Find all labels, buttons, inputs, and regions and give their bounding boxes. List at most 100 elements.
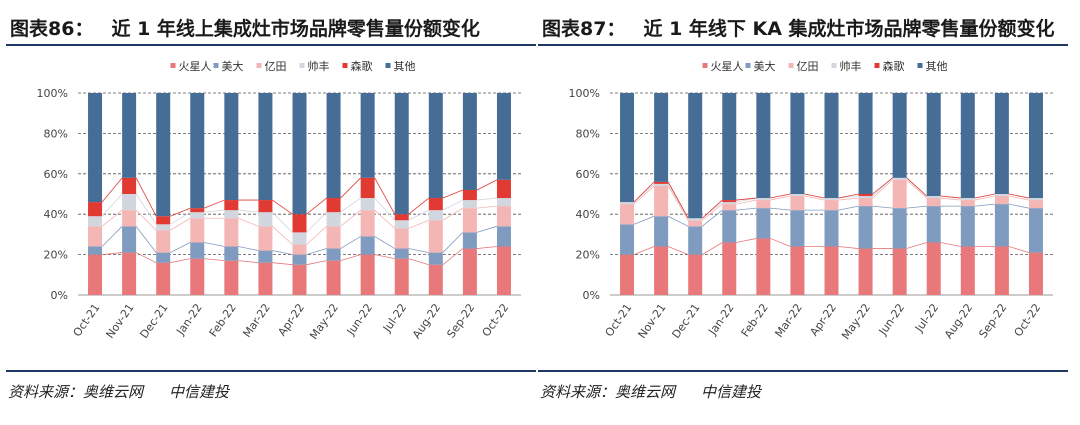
bar-segment bbox=[88, 93, 103, 203]
bar-segment bbox=[1028, 200, 1043, 209]
connector-line bbox=[135, 226, 157, 253]
bar-segment bbox=[496, 179, 511, 199]
bar-segment bbox=[654, 216, 669, 247]
connector-line bbox=[872, 205, 893, 209]
bar-segment bbox=[326, 93, 341, 199]
bar-segment bbox=[258, 200, 273, 213]
x-tick-label: Oct-21 bbox=[603, 301, 635, 339]
bar-segment bbox=[858, 248, 873, 295]
connector-line bbox=[272, 211, 293, 233]
bar-segment bbox=[1028, 252, 1043, 295]
bar-segment bbox=[994, 194, 1009, 197]
y-tick-label: 60% bbox=[576, 168, 600, 181]
bar-segment bbox=[258, 250, 273, 263]
bar-segment bbox=[224, 210, 239, 219]
bar-segment bbox=[258, 226, 273, 251]
bar-segment bbox=[292, 214, 307, 233]
series-亿田 bbox=[88, 206, 511, 255]
legend-swatch bbox=[299, 63, 305, 68]
bar-segment bbox=[824, 200, 839, 211]
connector-line bbox=[306, 211, 327, 233]
connector-line bbox=[374, 209, 395, 229]
bar-segment bbox=[926, 198, 941, 207]
title-text: 近 1 年线上集成灶市场品牌零售量份额变化 bbox=[111, 18, 480, 40]
bar-segment bbox=[790, 194, 805, 197]
bar-segment bbox=[360, 210, 375, 237]
bar-segment bbox=[122, 252, 137, 295]
series-美大 bbox=[88, 226, 511, 265]
connector-line bbox=[135, 209, 157, 231]
bar-segment bbox=[156, 216, 171, 225]
bar-segment bbox=[462, 200, 477, 209]
series-森歌 bbox=[654, 181, 873, 203]
x-tick-label: Jun-22 bbox=[876, 301, 907, 338]
connector-line bbox=[736, 207, 757, 211]
bar-segment bbox=[394, 228, 409, 249]
bar-segment bbox=[790, 196, 805, 211]
x-tick-label: Mar-22 bbox=[240, 301, 272, 340]
legend-swatch bbox=[874, 63, 880, 68]
x-tick-label: Mar-22 bbox=[772, 301, 804, 340]
source-rule bbox=[6, 370, 536, 372]
source-org: 中信建投 bbox=[701, 383, 762, 401]
bar-segment bbox=[1028, 208, 1043, 253]
bar-segment bbox=[858, 206, 873, 249]
bar-segment bbox=[654, 183, 669, 186]
bar-segment bbox=[756, 208, 771, 239]
bar-segment bbox=[688, 93, 703, 219]
connector-line bbox=[974, 193, 995, 199]
connector-line bbox=[442, 232, 464, 253]
bar-segment bbox=[688, 226, 703, 255]
source-label: 资料来源：奥维云网 bbox=[540, 383, 676, 401]
legend-label: 其他 bbox=[926, 60, 948, 73]
connector-line bbox=[340, 177, 361, 199]
connector-line bbox=[838, 246, 859, 249]
bar-segment bbox=[88, 202, 103, 217]
x-tick-label: Jul-22 bbox=[380, 301, 409, 335]
bar-segment bbox=[960, 198, 975, 201]
bar-segment bbox=[394, 93, 409, 215]
connector-line bbox=[238, 209, 259, 213]
bar-segment bbox=[824, 198, 839, 201]
connector-line bbox=[204, 242, 225, 247]
legend-swatch bbox=[213, 63, 219, 68]
connector-line bbox=[770, 195, 791, 201]
connector-line bbox=[135, 252, 157, 264]
title-text: 近 1 年线下 KA 集成灶市场品牌零售量份额变化 bbox=[643, 18, 1055, 40]
connector-line bbox=[872, 177, 893, 195]
connector-line bbox=[974, 203, 995, 207]
x-tick-label: May-22 bbox=[839, 301, 873, 342]
chart-panel-86: 图表86： 近 1 年线上集成灶市场品牌零售量份额变化 火星人 美大 亿田 帅丰 森歌 其他… bbox=[6, 0, 536, 425]
source-note: 资料来源：奥维云网 中信建投 bbox=[8, 381, 229, 402]
series-connector bbox=[633, 177, 1030, 219]
y-tick-label: 0% bbox=[583, 289, 600, 302]
connector-line bbox=[906, 205, 927, 209]
bar-segment bbox=[360, 254, 375, 295]
series-亿田 bbox=[620, 179, 1043, 227]
series-connector bbox=[101, 193, 498, 233]
bar-segment bbox=[258, 262, 273, 295]
connector-line bbox=[442, 207, 464, 221]
legend-swatch bbox=[831, 63, 837, 68]
connector-line bbox=[204, 258, 225, 262]
bar-segment bbox=[156, 230, 171, 253]
connector-line bbox=[238, 260, 259, 264]
connector-line bbox=[408, 248, 429, 253]
bar-segment bbox=[892, 208, 907, 249]
bar-segment bbox=[496, 206, 511, 227]
bar-segment bbox=[224, 200, 239, 211]
legend-swatch bbox=[256, 63, 262, 68]
bar-segment bbox=[122, 210, 137, 227]
y-tick-label: 0% bbox=[51, 289, 68, 302]
connector-line bbox=[701, 209, 723, 227]
bar-segment bbox=[360, 177, 375, 199]
y-tick-label: 80% bbox=[576, 127, 600, 140]
x-tick-label: Dec-21 bbox=[669, 301, 702, 341]
y-tick-label: 20% bbox=[576, 249, 600, 262]
bar-segment bbox=[428, 93, 443, 199]
bar-segment bbox=[190, 258, 205, 295]
bar-segment bbox=[824, 246, 839, 295]
connector-line bbox=[135, 177, 157, 217]
stacked-bar-chart: 火星人 美大 亿田 帅丰 森歌 其他 0% 20% 40% 60% 80% 100% Oct-21 Nov… bbox=[569, 59, 1053, 342]
legend-label: 森歌 bbox=[883, 59, 905, 73]
